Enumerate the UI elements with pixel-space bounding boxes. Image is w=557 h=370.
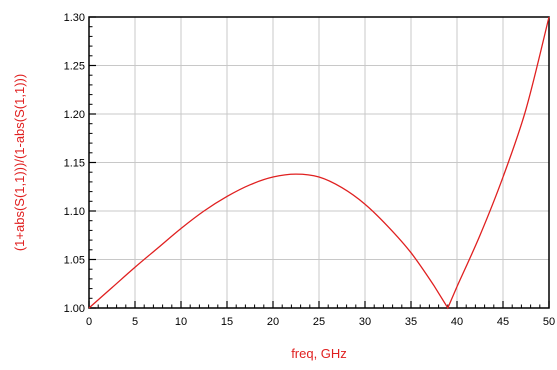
y-tick-label: 1.25 <box>64 61 85 73</box>
x-tick-label: 40 <box>451 316 463 328</box>
y-tick-label: 1.10 <box>64 206 85 218</box>
y-axis-title: (1+abs(S(1,1)))/(1-abs(S(1,1))) <box>12 74 27 251</box>
axis-ticks <box>88 16 550 309</box>
x-tick-label: 20 <box>267 316 279 328</box>
y-tick-label: 1.30 <box>64 12 85 24</box>
x-tick-label: 50 <box>543 316 555 328</box>
y-tick-labels: 1.00 1.05 1.10 1.15 1.20 1.25 1.30 <box>64 12 85 315</box>
x-tick-label: 25 <box>313 316 325 328</box>
x-tick-label: 30 <box>359 316 371 328</box>
x-tick-label: 15 <box>221 316 233 328</box>
x-tick-label: 5 <box>132 316 138 328</box>
y-tick-label: 1.00 <box>64 303 85 315</box>
x-tick-labels: 0 5 10 15 20 25 30 35 40 45 50 <box>86 316 555 328</box>
x-tick-label: 45 <box>497 316 509 328</box>
y-tick-label: 1.20 <box>64 109 85 121</box>
x-tick-label: 10 <box>175 316 187 328</box>
x-axis-title: freq, GHz <box>291 346 347 361</box>
series-line <box>88 16 550 310</box>
x-tick-label: 0 <box>86 316 92 328</box>
y-tick-label: 1.15 <box>64 158 85 170</box>
x-tick-label: 35 <box>405 316 417 328</box>
grid-lines <box>89 17 549 308</box>
y-tick-label: 1.05 <box>64 255 85 267</box>
